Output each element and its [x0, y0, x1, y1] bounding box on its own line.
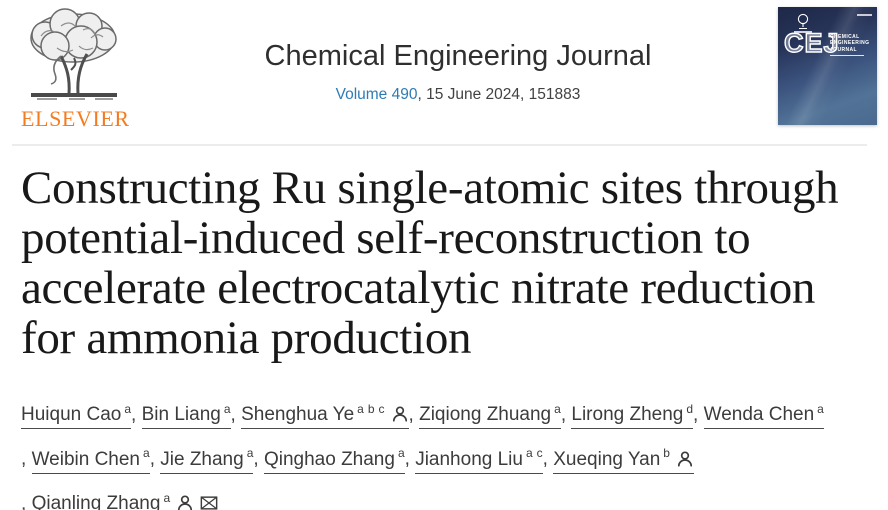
author-link[interactable]: Xueqing Yan b — [553, 446, 694, 474]
journal-cover-thumbnail[interactable]: CEJ CHEMICAL ENGINEERING JOURNAL — [778, 7, 877, 125]
author-affiliation-sup: a — [143, 446, 150, 461]
article-title: Constructing Ru single-atomic sites thro… — [21, 162, 839, 364]
author-affiliation-sup: a — [246, 446, 254, 461]
cover-elsevier-tree-icon — [797, 13, 809, 30]
author-name: Shenghua Ye — [241, 404, 355, 426]
author-separator: , — [253, 448, 264, 470]
author-list: Huiqun Cao a, Bin Liang a, Shenghua Ye a b c,… — [21, 390, 869, 510]
cover-name-line: CHEMICAL — [830, 34, 860, 40]
author-separator: , — [230, 404, 242, 426]
author-separator: , — [408, 404, 420, 426]
author-chunk: , Weibin Chen a — [21, 434, 150, 478]
author-chunk: , Bin Liang a — [131, 390, 231, 434]
issue-date-text: , 15 June 2024, 151883 — [417, 86, 581, 103]
author-chunk: , Qinghao Zhang a — [253, 434, 405, 478]
author-name: Xueqing Yan — [553, 448, 661, 470]
author-affiliation-sup: b — [367, 402, 375, 416]
author-affiliation-sup: c — [536, 446, 543, 461]
author-chunk: , Xueqing Yan b — [543, 434, 694, 478]
elsevier-tree-icon — [30, 8, 117, 100]
author-link[interactable]: Lirong Zheng d — [571, 402, 694, 430]
author-separator: , — [149, 448, 161, 470]
author-name: Qianling Zhang — [31, 492, 161, 510]
author-affiliation-sup: d — [686, 402, 694, 416]
author-link[interactable]: Jianhong Liu a c — [415, 446, 543, 474]
author-chunk: , Lirong Zheng d — [560, 390, 694, 434]
author-separator: , — [131, 404, 142, 426]
cover-name-line: JOURNAL — [830, 46, 857, 53]
author-affiliation-sup: a — [397, 446, 405, 461]
elsevier-wordmark: ELSEVIER — [21, 106, 130, 131]
author-affiliation-sup: a — [554, 402, 561, 416]
author-name: Bin Liang — [141, 404, 221, 426]
author-name: Lirong Zheng — [571, 404, 684, 426]
person-icon — [392, 406, 407, 422]
author-affiliation-sup: c — [378, 402, 385, 416]
author-affiliation-sup: a — [163, 490, 171, 505]
author-chunk: , Jie Zhang a — [150, 434, 254, 478]
author-name: Jianhong Liu — [415, 448, 523, 470]
author-chunk: , Wenda Chen a — [693, 390, 824, 434]
cover-name-line: ENGINEERING — [830, 40, 870, 47]
author-link[interactable]: Ziqiong Zhuang a — [419, 402, 561, 430]
author-separator: , — [542, 448, 554, 470]
person-icon — [677, 451, 693, 467]
author-name: Qinghao Zhang — [263, 448, 395, 470]
author-affiliation-sup: b — [663, 446, 670, 461]
journal-banner: Chemical Engineering Journal Volume 490,… — [265, 40, 652, 104]
envelope-icon — [200, 496, 218, 510]
author-link[interactable]: Huiqun Cao a — [21, 402, 132, 430]
author-link[interactable]: Bin Liang a — [141, 402, 231, 430]
author-chunk: , Jianhong Liu a c — [405, 434, 543, 478]
author-chunk: Huiqun Cao a — [21, 390, 132, 434]
author-link[interactable]: Weibin Chen a — [31, 446, 150, 474]
author-link[interactable]: Qinghao Zhang a — [263, 446, 405, 474]
author-link[interactable]: Qianling Zhang a — [31, 490, 219, 510]
author-link[interactable]: Shenghua Ye a b c — [241, 402, 409, 430]
author-affiliation-sup: a — [223, 402, 231, 416]
author-chunk: , Qianling Zhang a — [21, 479, 219, 510]
header-divider — [12, 144, 867, 146]
author-separator: , — [21, 492, 32, 510]
author-chunk: , Ziqiong Zhuang a — [409, 390, 561, 434]
cover-journal-name: CHEMICAL ENGINEERING JOURNAL — [830, 34, 869, 53]
elsevier-logo[interactable]: ELSEVIER — [21, 8, 161, 132]
author-affiliation-sup: a — [357, 402, 364, 416]
author-name: Wenda Chen — [703, 404, 815, 426]
author-name: Huiqun Cao — [21, 404, 122, 426]
journal-title-link[interactable]: Chemical Engineering Journal — [264, 40, 652, 72]
author-affiliation-sup: a — [817, 402, 824, 416]
author-separator: , — [404, 448, 416, 470]
author-name: Jie Zhang — [160, 448, 244, 470]
issue-line: Volume 490, 15 June 2024, 151883 — [265, 86, 652, 104]
cover-journal-abbreviation: CEJ — [783, 27, 840, 58]
author-separator: , — [560, 404, 572, 426]
author-link[interactable]: Jie Zhang a — [160, 446, 254, 474]
author-chunk: , Shenghua Ye a b c — [231, 390, 409, 434]
cover-publisher-mark — [794, 31, 812, 33]
author-link[interactable]: Wenda Chen a — [703, 402, 824, 430]
volume-link[interactable]: Volume 490 — [335, 86, 418, 103]
author-separator: , — [693, 404, 704, 426]
author-affiliation-sup: a — [124, 402, 132, 416]
author-affiliation-sup: a — [525, 446, 533, 461]
author-name: Ziqiong Zhuang — [419, 404, 552, 426]
author-name: Weibin Chen — [31, 448, 140, 470]
cover-rule — [830, 55, 864, 56]
person-icon — [178, 495, 193, 510]
cover-issue-info-mark — [857, 14, 872, 16]
author-separator: , — [21, 448, 32, 470]
